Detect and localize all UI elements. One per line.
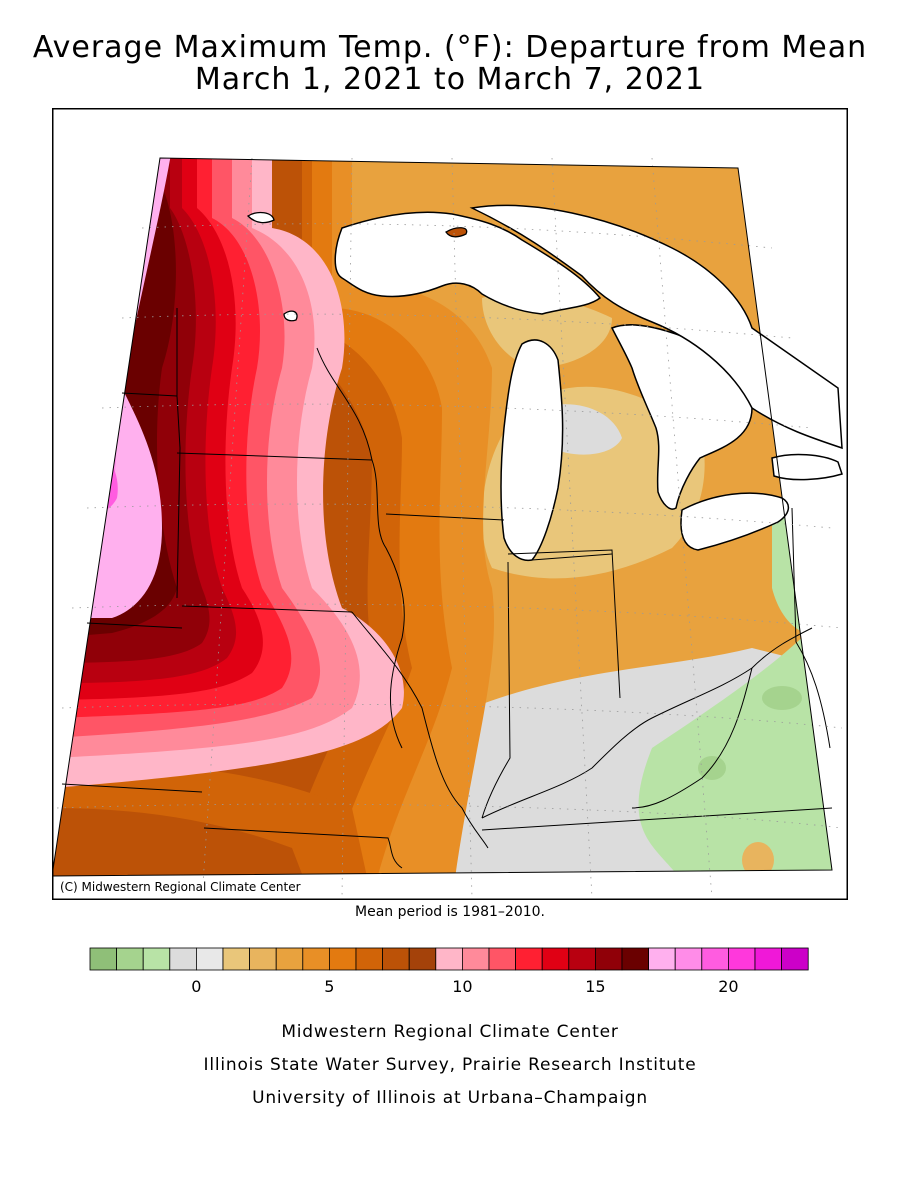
legend-swatch [222,947,251,971]
legend-swatch [169,947,197,971]
legend-swatch [488,947,517,971]
legend-swatch [648,947,676,971]
lake-erie [680,492,790,551]
border-wv [795,641,831,749]
map-frame-border [52,108,848,900]
border-ky-tn [481,807,833,831]
legend-swatch [568,947,596,971]
legend-swatch [674,947,703,971]
map-title-line-1: Average Maximum Temp. (°F): Departure fr… [32,30,868,65]
map-title-line-2: March 1, 2021 to March 7, 2021 [194,62,706,97]
legend-swatch [89,947,118,971]
legend-tick-label: 20 [718,977,738,996]
small-lakes [246,211,468,322]
border-sd-mn [176,447,181,599]
legend-swatch [249,947,277,971]
border-oh-river [481,627,813,819]
copyright-notice: (C) Midwestern Regional Climate Center [54,878,309,896]
legend-tick-label: 0 [191,977,201,996]
legend-swatch [275,947,304,971]
state-borders [61,308,833,869]
legend-swatch [196,947,224,971]
mean-period-note: Mean period is 1981–2010. [355,904,545,920]
legend-swatch [541,947,570,971]
legend-swatch [754,947,783,971]
border-ks-mo [61,783,203,793]
legend-swatch [408,947,437,971]
credit-line-3: University of Illinois at Urbana–Champai… [252,1088,648,1108]
legend-swatch [142,947,171,971]
border-mo-il-river [351,611,489,849]
legend-swatch [594,947,623,971]
outside-region-mask [52,108,160,876]
legend-swatch [461,947,490,971]
graticule [56,157,843,899]
border-in-oh [507,549,621,699]
lake-ontario [771,453,843,481]
border-wi-il [385,513,505,521]
border-oh-pa [791,507,797,643]
red-lake [283,310,298,322]
border-il-in [481,561,511,819]
legend-tick-label: 15 [585,977,605,996]
border-mn-ia [176,452,373,461]
border-nd-sd [121,392,178,397]
legend-tick-label: 10 [452,977,472,996]
lake-winnipeg-fragment [246,211,275,224]
legend-swatch [328,947,357,971]
legend-swatch [515,947,543,971]
border-mo-ar [203,827,403,869]
color-legend: 0 5 10 15 20 [89,947,809,996]
legend-swatch [621,947,650,971]
legend-swatch [435,947,463,971]
credit-line-1: Midwestern Regional Climate Center [281,1022,619,1042]
border-mi-in [531,553,613,561]
border-nd-mn [176,308,181,449]
legend-swatch [355,947,384,971]
canada-land-north [469,204,843,450]
region-outline [52,157,833,877]
legend-swatch [382,947,410,971]
border-sd-ne [86,622,183,629]
legend-swatch [781,947,809,971]
temperature-departure-map [52,108,848,900]
border-ky-va [631,667,753,809]
legend-tick-label: 5 [324,977,334,996]
border-mn-wi [316,347,373,461]
border-ia-mo [181,605,353,613]
legend-swatch [701,947,729,971]
legend-swatch [728,947,756,971]
legend-swatch [116,947,144,971]
great-lakes [334,204,843,562]
credit-line-2: Illinois State Water Survey, Prairie Res… [203,1055,697,1075]
isle-royale [445,227,468,238]
border-ia-il [371,459,405,749]
lake-superior [334,211,602,315]
legend-swatch [302,947,330,971]
